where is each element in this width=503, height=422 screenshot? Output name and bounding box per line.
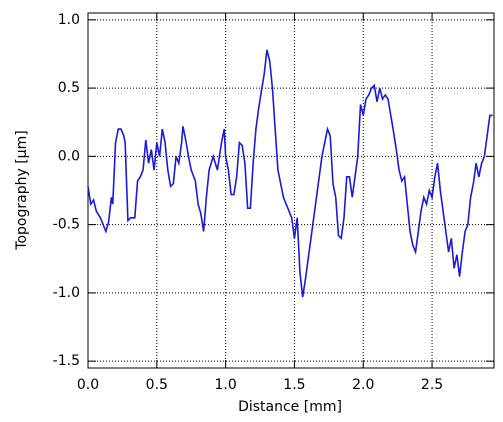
y-tick-label: 0.5 (58, 80, 80, 96)
y-tick-label: 1.0 (58, 12, 80, 28)
x-tick-label: 2.0 (352, 377, 374, 393)
y-tick-label: -1.0 (53, 285, 80, 301)
y-tick-label: -0.5 (53, 217, 80, 233)
data-line (87, 49, 493, 298)
x-tick-label: 1.5 (283, 377, 305, 393)
y-tick-label: 0.0 (58, 148, 80, 164)
x-axis-label: Distance [mm] (238, 399, 342, 415)
x-tick-label: 0.0 (77, 377, 99, 393)
x-tick-label: 1.0 (214, 377, 236, 393)
x-tick-label: 2.5 (421, 377, 443, 393)
x-tick-label: 0.5 (146, 377, 168, 393)
y-tick-label: -1.5 (53, 353, 80, 369)
y-axis-label: Topography [μm] (14, 130, 30, 250)
